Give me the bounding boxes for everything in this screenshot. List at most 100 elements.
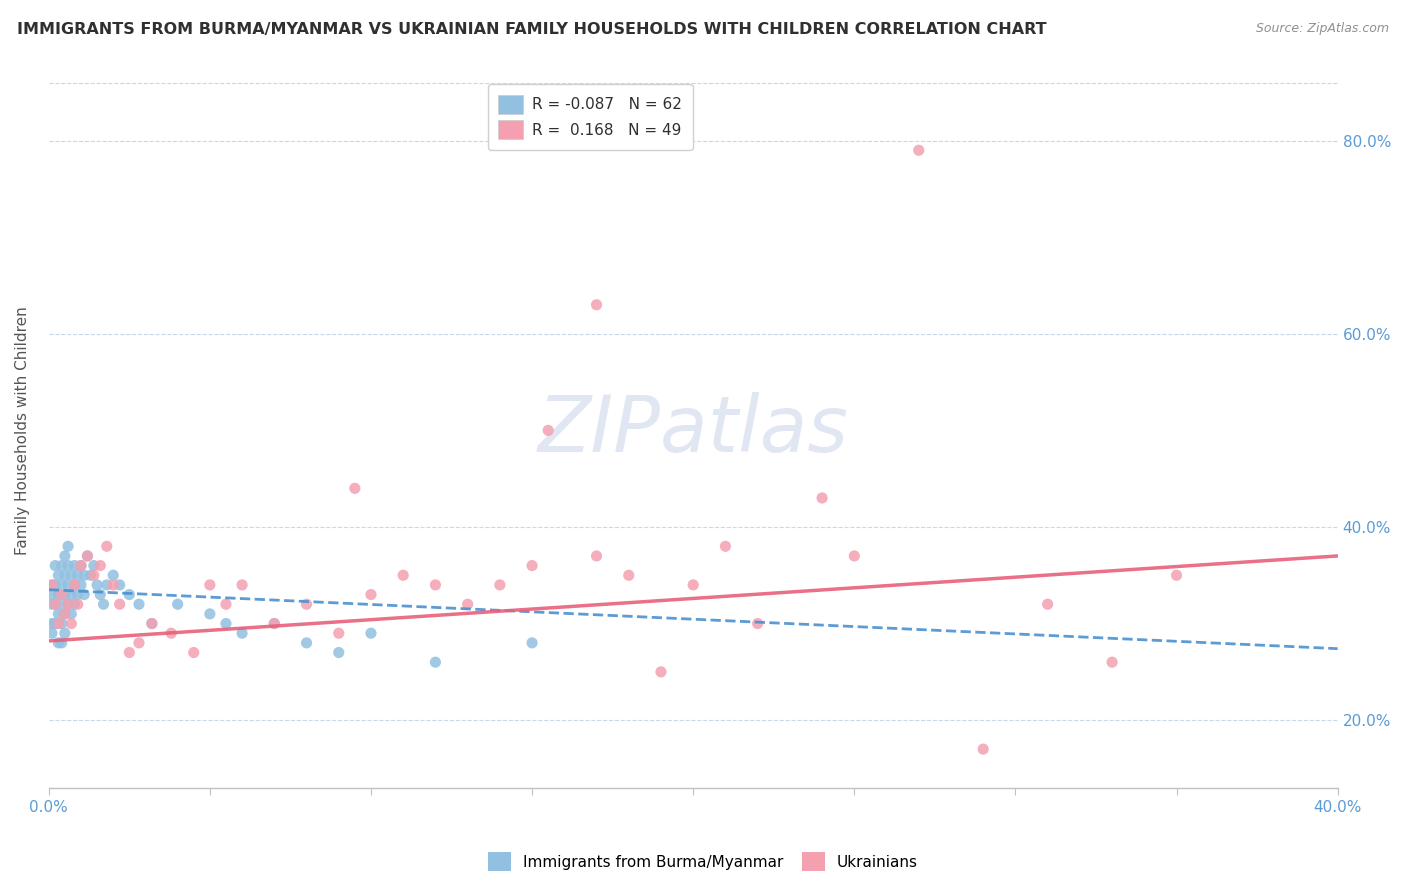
Point — [44, 578, 66, 592]
Point — [51, 588, 73, 602]
Point — [103, 568, 125, 582]
Point — [141, 616, 163, 631]
Point — [198, 578, 221, 592]
Point — [44, 558, 66, 573]
Point — [844, 549, 866, 563]
Point — [263, 616, 285, 631]
Point — [747, 616, 769, 631]
Point — [585, 298, 607, 312]
Point — [166, 597, 188, 611]
Point — [48, 616, 70, 631]
Point — [66, 588, 89, 602]
Point — [108, 597, 131, 611]
Point — [392, 568, 415, 582]
Point — [93, 597, 115, 611]
Point — [328, 646, 350, 660]
Point — [63, 558, 86, 573]
Point — [328, 626, 350, 640]
Point — [108, 578, 131, 592]
Point — [73, 568, 96, 582]
Point — [141, 616, 163, 631]
Text: Source: ZipAtlas.com: Source: ZipAtlas.com — [1256, 22, 1389, 36]
Point — [63, 578, 86, 592]
Point — [63, 578, 86, 592]
Point — [1101, 655, 1123, 669]
Point — [41, 588, 63, 602]
Point — [70, 558, 93, 573]
Point — [118, 588, 141, 602]
Point — [89, 588, 111, 602]
Point — [650, 665, 672, 679]
Point — [231, 626, 253, 640]
Point — [295, 636, 318, 650]
Point — [128, 597, 150, 611]
Point — [70, 578, 93, 592]
Point — [41, 597, 63, 611]
Point — [53, 549, 76, 563]
Point — [489, 578, 512, 592]
Point — [41, 578, 63, 592]
Point — [811, 491, 834, 505]
Point — [48, 588, 70, 602]
Point — [83, 558, 105, 573]
Point — [48, 636, 70, 650]
Legend: R = -0.087   N = 62, R =  0.168   N = 49: R = -0.087 N = 62, R = 0.168 N = 49 — [488, 84, 693, 150]
Point — [231, 578, 253, 592]
Point — [73, 588, 96, 602]
Point — [56, 539, 79, 553]
Point — [53, 588, 76, 602]
Point — [160, 626, 183, 640]
Point — [86, 578, 108, 592]
Point — [51, 616, 73, 631]
Point — [1036, 597, 1059, 611]
Point — [48, 616, 70, 631]
Point — [48, 568, 70, 582]
Point — [51, 558, 73, 573]
Point — [89, 558, 111, 573]
Point — [63, 597, 86, 611]
Point — [44, 616, 66, 631]
Point — [51, 578, 73, 592]
Point — [96, 539, 118, 553]
Point — [537, 423, 560, 437]
Point — [56, 597, 79, 611]
Point — [1166, 568, 1188, 582]
Text: ZIPatlas: ZIPatlas — [537, 392, 849, 468]
Point — [66, 597, 89, 611]
Point — [96, 578, 118, 592]
Point — [44, 597, 66, 611]
Point — [103, 578, 125, 592]
Point — [60, 616, 83, 631]
Point — [215, 616, 238, 631]
Point — [53, 607, 76, 621]
Point — [83, 568, 105, 582]
Point — [343, 481, 366, 495]
Point — [53, 568, 76, 582]
Point — [76, 549, 98, 563]
Point — [263, 616, 285, 631]
Point — [425, 578, 447, 592]
Point — [198, 607, 221, 621]
Point — [51, 597, 73, 611]
Point — [56, 578, 79, 592]
Point — [128, 636, 150, 650]
Point — [44, 597, 66, 611]
Point — [51, 636, 73, 650]
Y-axis label: Family Households with Children: Family Households with Children — [15, 306, 30, 555]
Point — [41, 578, 63, 592]
Point — [360, 626, 382, 640]
Point — [425, 655, 447, 669]
Point — [617, 568, 640, 582]
Point — [295, 597, 318, 611]
Point — [520, 558, 543, 573]
Point — [56, 558, 79, 573]
Point — [60, 588, 83, 602]
Point — [714, 539, 737, 553]
Point — [215, 597, 238, 611]
Point — [118, 646, 141, 660]
Point — [60, 607, 83, 621]
Point — [53, 626, 76, 640]
Point — [972, 742, 994, 756]
Point — [907, 143, 929, 157]
Point — [520, 636, 543, 650]
